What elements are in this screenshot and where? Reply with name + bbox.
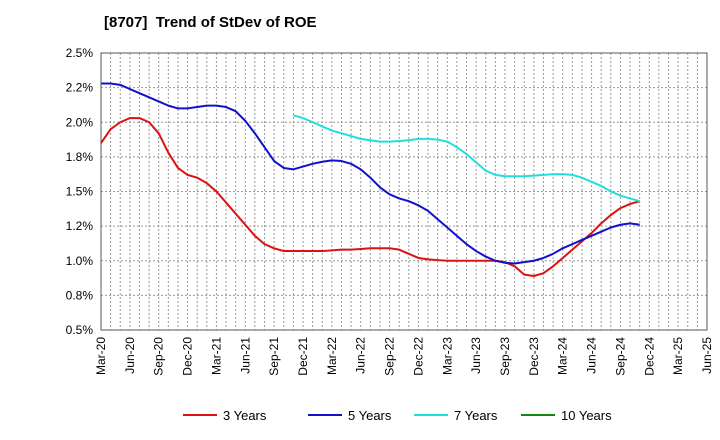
x-tick-label: Mar-21 xyxy=(209,337,223,375)
series-line-3-years xyxy=(100,117,640,277)
series-line-5-years xyxy=(101,82,640,265)
y-tick-label: 2.0% xyxy=(66,115,94,129)
x-tick-label: Sep-20 xyxy=(152,337,166,376)
y-tick-label: 1.8% xyxy=(66,150,94,164)
x-tick-label: Dec-20 xyxy=(181,337,195,376)
grid-lines xyxy=(100,52,708,331)
x-tick-label: Jun-23 xyxy=(469,337,483,374)
legend: 3 Years 5 Years 7 Years 10 Years xyxy=(183,408,612,423)
y-tick-label: 1.0% xyxy=(66,254,94,268)
legend-label: 3 Years xyxy=(223,408,267,423)
x-tick-label: Dec-21 xyxy=(296,337,310,376)
x-tick-labels: Mar-20 Jun-20 Sep-20 Dec-20 Mar-21 Jun-21 Sep-… xyxy=(94,337,714,376)
series-lines xyxy=(100,82,640,277)
y-tick-label: 1.2% xyxy=(66,219,94,233)
x-tick-label: Jun-24 xyxy=(585,337,599,374)
x-tick-label: Jun-22 xyxy=(354,337,368,374)
legend-label: 7 Years xyxy=(454,408,498,423)
x-tick-label: Sep-23 xyxy=(498,337,512,376)
y-tick-labels: 2.5% 2.2% 2.0% 1.8% 1.5% 1.2% 1.0% 0.8% 0.5% xyxy=(66,46,94,337)
plot-area xyxy=(101,53,707,330)
chart-title: [8707] Trend of StDev of ROE xyxy=(104,14,317,31)
x-tick-label: Mar-20 xyxy=(94,337,108,375)
x-tick-label: Sep-22 xyxy=(383,337,397,376)
y-tick-label: 2.2% xyxy=(66,81,94,95)
y-tick-label: 2.5% xyxy=(66,46,94,60)
x-tick-label: Dec-22 xyxy=(411,337,425,376)
x-tick-label: Mar-22 xyxy=(325,337,339,375)
x-tick-label: Jun-20 xyxy=(123,337,137,374)
x-tick-label: Sep-21 xyxy=(267,337,281,376)
x-tick-label: Mar-25 xyxy=(671,337,685,375)
x-tick-label: Sep-24 xyxy=(613,337,627,376)
x-tick-label: Jun-25 xyxy=(700,337,714,374)
x-tick-label: Mar-23 xyxy=(440,337,454,375)
y-tick-label: 0.8% xyxy=(66,288,94,302)
y-tick-label: 1.5% xyxy=(66,185,94,199)
x-tick-label: Dec-23 xyxy=(527,337,541,376)
series-line-7-years xyxy=(293,114,640,203)
x-tick-label: Mar-24 xyxy=(556,337,570,375)
axes xyxy=(100,52,708,331)
x-tick-label: Dec-24 xyxy=(642,337,656,376)
y-tick-label: 0.5% xyxy=(66,323,94,337)
legend-label: 5 Years xyxy=(348,408,392,423)
axes-frame xyxy=(100,52,708,331)
legend-label: 10 Years xyxy=(561,408,612,423)
x-tick-label: Jun-21 xyxy=(238,337,252,374)
